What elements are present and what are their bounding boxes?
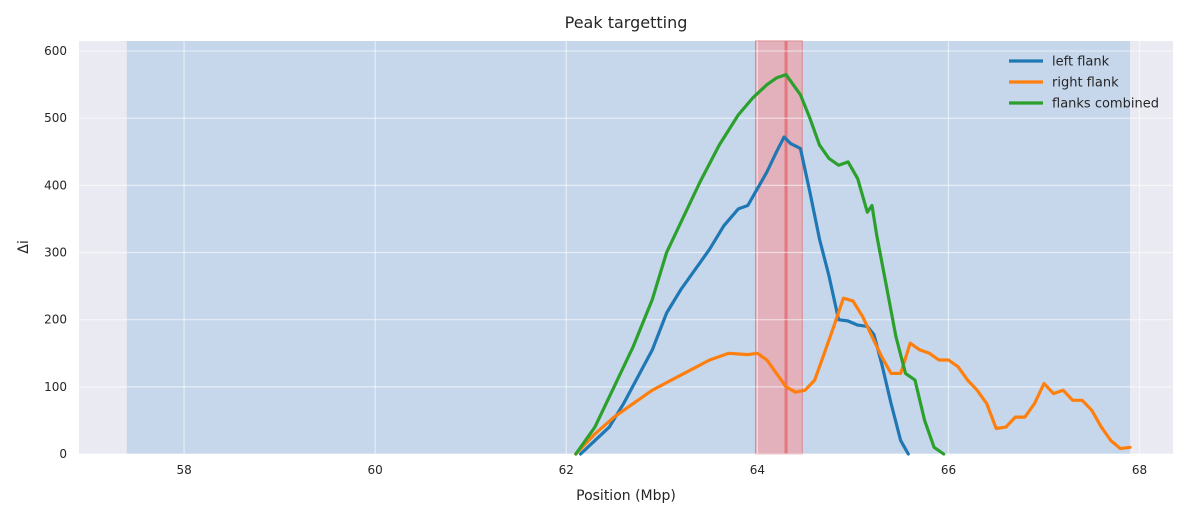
legend-label: right flank <box>1052 76 1119 91</box>
y-tick-label: 300 <box>44 246 67 260</box>
y-tick-label: 100 <box>44 380 67 394</box>
x-tick-label: 68 <box>1132 463 1147 477</box>
x-tick-label: 60 <box>368 463 383 477</box>
y-tick-label: 600 <box>44 44 67 58</box>
legend-label: flanks combined <box>1052 97 1159 112</box>
y-tick-label: 400 <box>44 178 67 192</box>
legend: left flank right flank flanks combined <box>1009 55 1159 112</box>
y-axis-label: Δi <box>16 240 32 253</box>
chart-title: Peak targetting <box>565 13 688 32</box>
series-line-flanks-combined <box>574 72 946 456</box>
x-tick-label: 64 <box>750 463 765 477</box>
legend-label: left flank <box>1052 55 1110 70</box>
x-tick-label: 62 <box>559 463 574 477</box>
y-tick-label: 0 <box>59 447 67 461</box>
x-axis-label: Position (Mbp) <box>576 488 676 504</box>
x-tick-label: 66 <box>941 463 956 477</box>
y-tick-label: 500 <box>44 111 67 125</box>
y-tick-label: 200 <box>44 313 67 327</box>
search-window-region <box>126 41 1131 454</box>
x-tick-label: 58 <box>176 463 191 477</box>
series-line-right-flank <box>574 296 1132 456</box>
